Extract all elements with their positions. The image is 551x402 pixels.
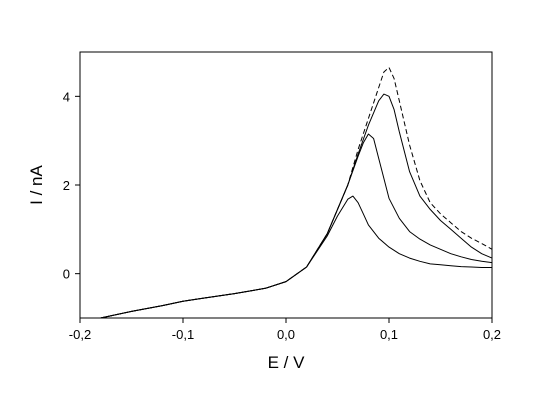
plot-frame bbox=[79, 51, 493, 319]
y-axis-title: I / nA bbox=[27, 164, 46, 204]
x-tick-label: 0,1 bbox=[380, 327, 398, 342]
x-axis: -0,2 -0,1 0,0 0,1 0,2 bbox=[69, 318, 501, 342]
y-tick-label: 0 bbox=[63, 267, 70, 282]
x-tick-label: 0,0 bbox=[277, 327, 295, 342]
series-line-4 bbox=[100, 195, 492, 319]
y-tick-label: 4 bbox=[63, 89, 70, 104]
x-axis-title: E / V bbox=[268, 353, 306, 372]
y-tick-label: 2 bbox=[63, 178, 70, 193]
x-tick-label: -0,2 bbox=[69, 327, 91, 342]
y-axis: 0 2 4 bbox=[63, 89, 80, 282]
x-tick-label: 0,2 bbox=[483, 327, 501, 342]
series-line-1 bbox=[100, 67, 493, 319]
x-tick-label: -0,1 bbox=[172, 327, 194, 342]
series-line-3 bbox=[100, 133, 493, 319]
series-group bbox=[100, 67, 493, 319]
